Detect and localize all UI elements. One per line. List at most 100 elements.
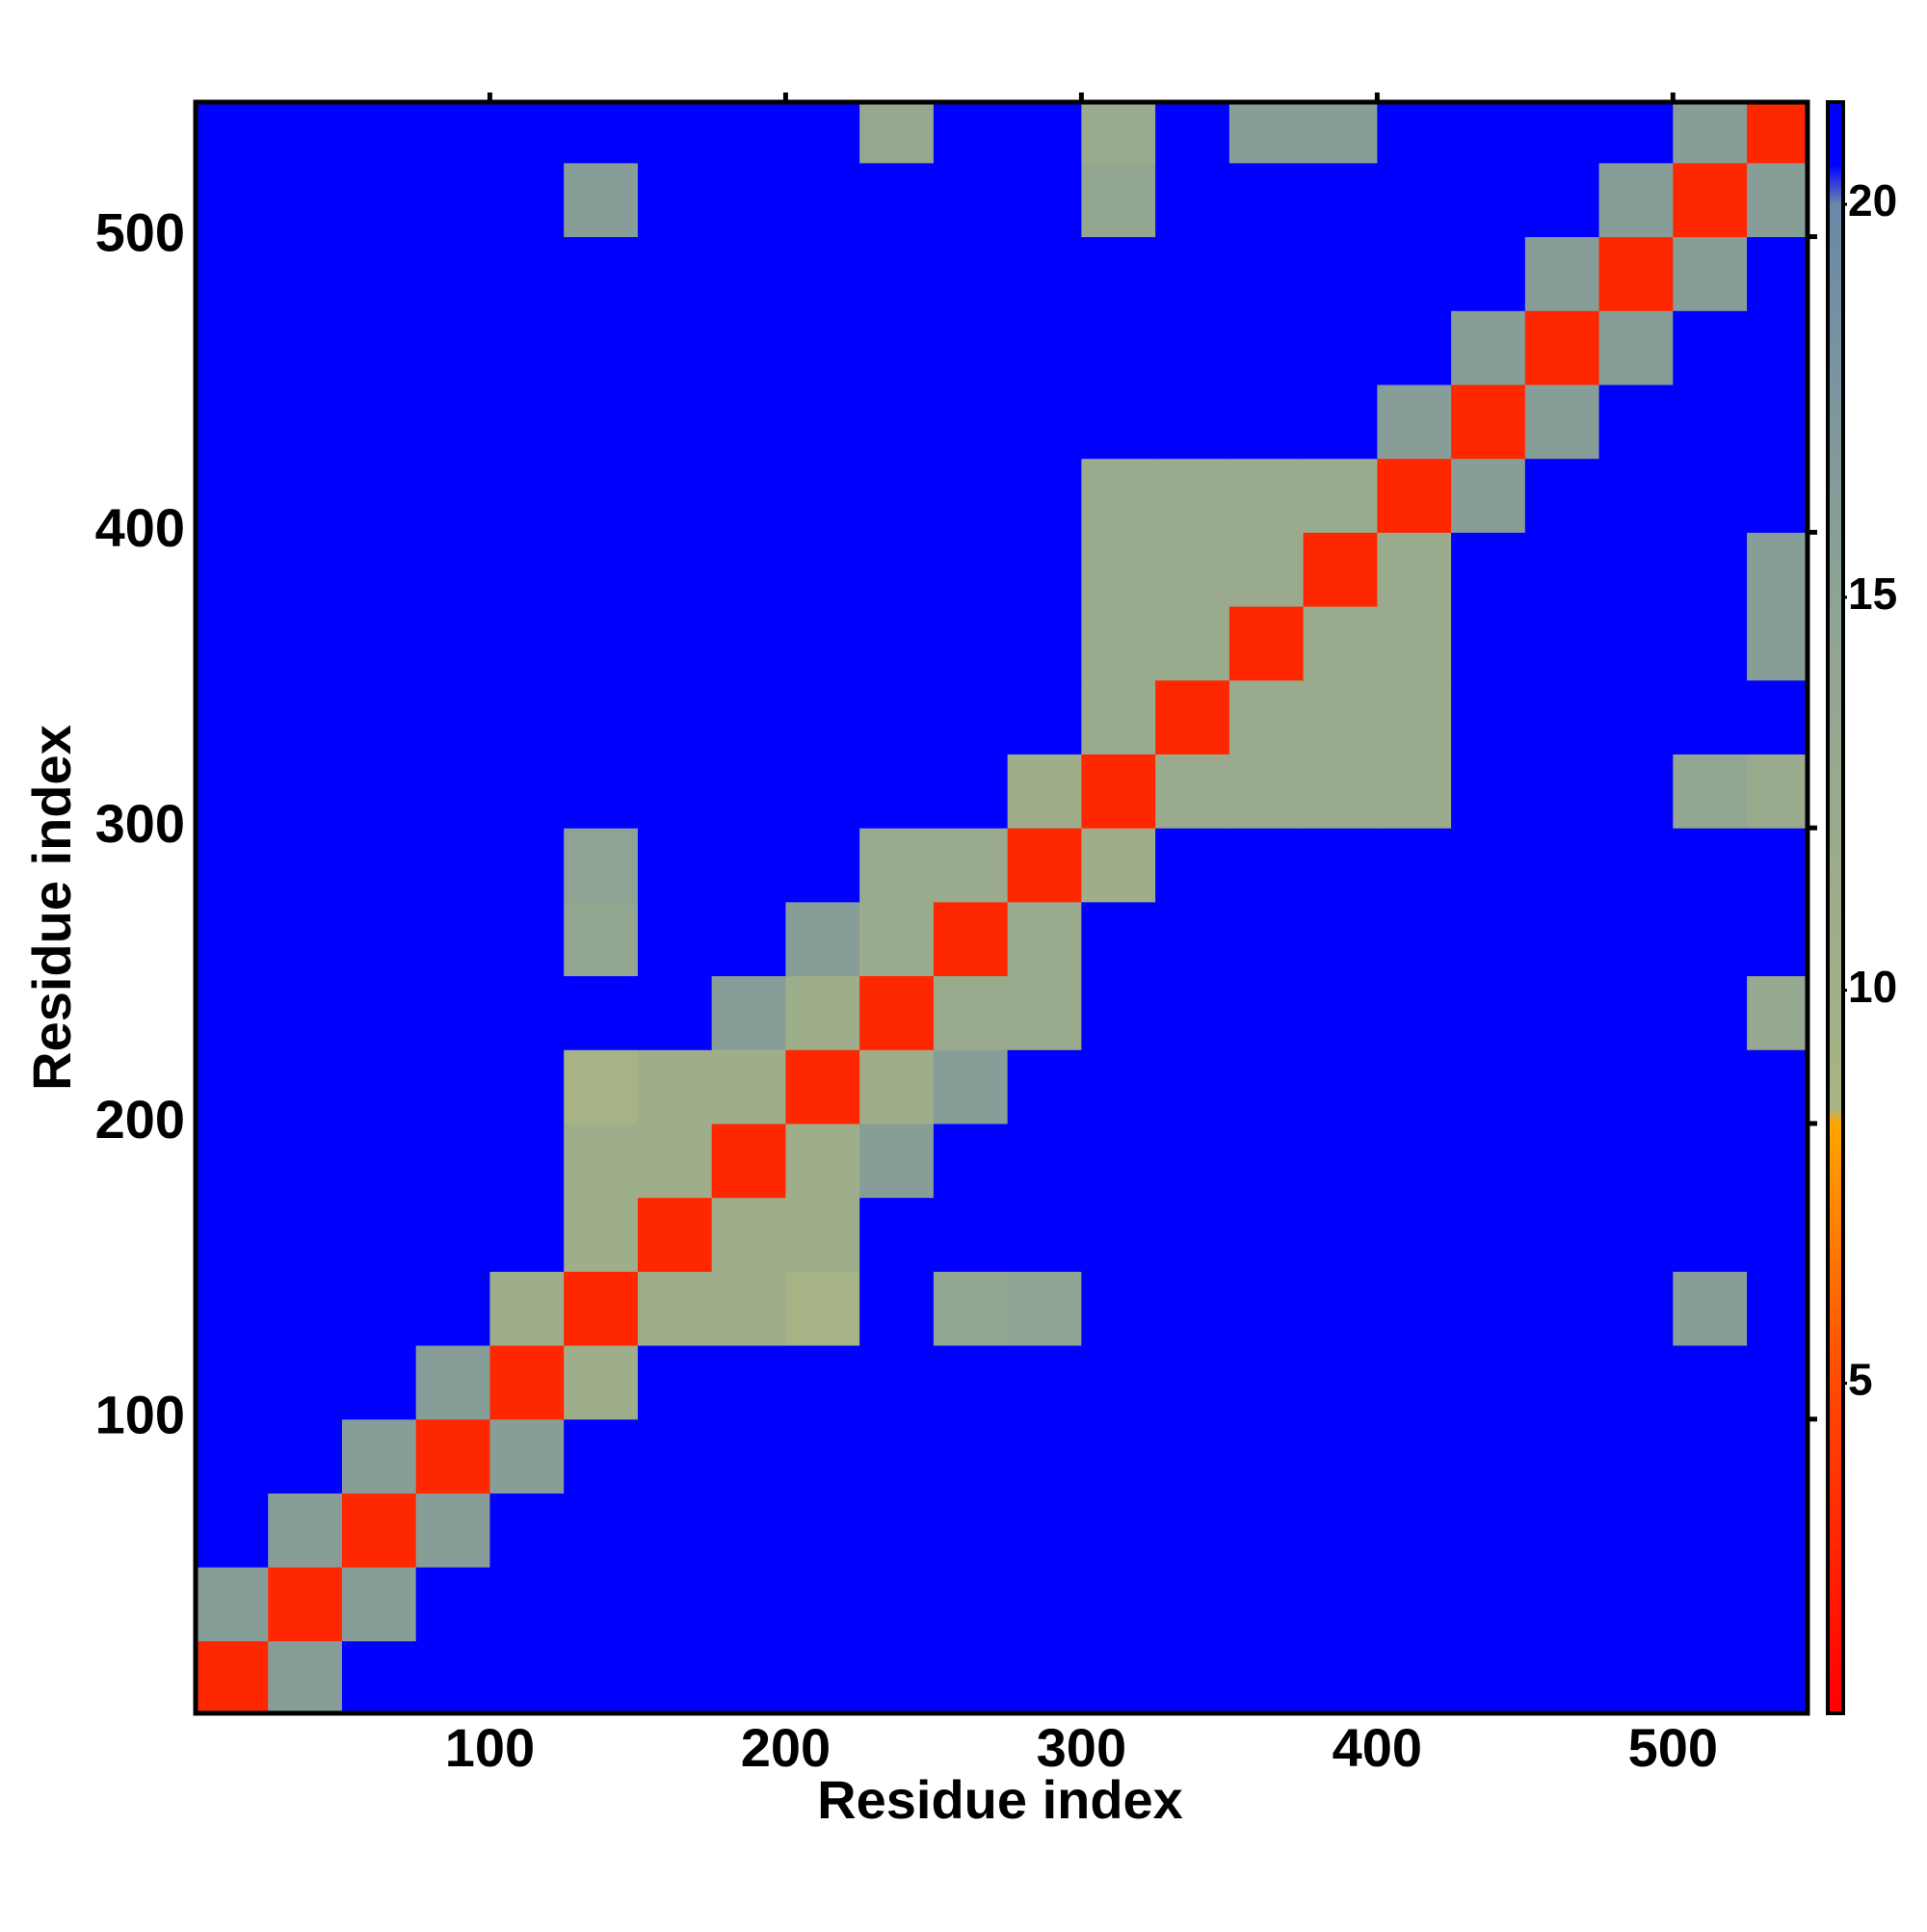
heatmap-cell: [859, 606, 935, 681]
heatmap-cell: [785, 384, 860, 460]
colorbar-tick-label: 10: [1848, 962, 1897, 1012]
heatmap-cell: [268, 1197, 343, 1272]
heatmap-cell: [268, 1418, 343, 1494]
heatmap-cell: [711, 1123, 786, 1199]
heatmap-cell: [1673, 1123, 1748, 1199]
heatmap-cell: [415, 236, 490, 311]
heatmap-cell: [1747, 1197, 1808, 1272]
heatmap-cell: [564, 1345, 639, 1420]
heatmap-cell: [1007, 901, 1082, 977]
heatmap-cell: [1228, 606, 1305, 681]
heatmap-cell: [1747, 901, 1808, 977]
heatmap-cell: [341, 901, 417, 977]
heatmap-cell: [637, 754, 713, 829]
heatmap-cell: [785, 1271, 860, 1346]
heatmap-cell: [1081, 310, 1156, 385]
heatmap-cell: [859, 532, 935, 607]
heatmap-cell: [196, 1345, 269, 1420]
heatmap-cell: [1451, 102, 1526, 164]
heatmap-cell: [1747, 606, 1808, 681]
heatmap-cell: [1451, 236, 1526, 311]
heatmap-cell: [1007, 606, 1082, 681]
heatmap-cell: [1303, 384, 1378, 460]
heatmap-cell: [637, 679, 713, 754]
heatmap-cell: [1155, 384, 1230, 460]
heatmap-cell: [1228, 532, 1305, 607]
heatmap-cell: [268, 102, 343, 164]
heatmap-cell: [1673, 679, 1748, 754]
heatmap-cell: [489, 679, 565, 754]
heatmap-cell: [489, 384, 565, 460]
heatmap-cell: [1303, 1271, 1378, 1346]
heatmap-cell: [415, 1271, 490, 1346]
heatmap-cell: [196, 1640, 269, 1713]
heatmap-cell: [341, 754, 417, 829]
heatmap-cell: [711, 1197, 786, 1272]
heatmap-cell: [1451, 754, 1526, 829]
heatmap-cell: [637, 310, 713, 385]
heatmap-cell: [933, 1567, 1009, 1642]
heatmap-cell: [933, 384, 1009, 460]
heatmap-cell: [196, 1567, 269, 1642]
heatmap-cell: [1673, 1567, 1748, 1642]
heatmap-cell: [785, 975, 860, 1050]
heatmap-cell: [711, 102, 786, 164]
heatmap-cell: [1673, 162, 1748, 238]
heatmap-cell: [1228, 901, 1305, 977]
heatmap-cell: [785, 1345, 860, 1420]
plot-frame: [193, 99, 1810, 1716]
heatmap-cell: [785, 310, 860, 385]
heatmap-cell: [637, 828, 713, 903]
heatmap-cell: [933, 1493, 1009, 1568]
heatmap-cell: [1377, 1049, 1452, 1125]
heatmap-cell: [1007, 1567, 1082, 1642]
heatmap-cell: [1007, 1345, 1082, 1420]
heatmap-cell: [489, 1271, 565, 1346]
heatmap-cell: [564, 606, 639, 681]
heatmap-cell: [489, 236, 565, 311]
heatmap-cell: [1303, 1567, 1378, 1642]
heatmap-cell: [1228, 1197, 1305, 1272]
heatmap-cell: [1007, 310, 1082, 385]
heatmap-cell: [341, 384, 417, 460]
heatmap-cell: [933, 1345, 1009, 1420]
heatmap-cell: [489, 828, 565, 903]
heatmap-cell: [341, 532, 417, 607]
heatmap-cell: [1524, 828, 1600, 903]
heatmap-cell: [1673, 1345, 1748, 1420]
heatmap-cell: [1303, 1049, 1378, 1125]
heatmap-cell: [1155, 1493, 1230, 1568]
heatmap-cell: [489, 901, 565, 977]
heatmap-cell: [196, 828, 269, 903]
heatmap-cell: [341, 1567, 417, 1642]
heatmap-cell: [1747, 1640, 1808, 1713]
heatmap-cell: [785, 828, 860, 903]
heatmap-cell: [415, 1418, 490, 1494]
heatmap-cell: [564, 1271, 639, 1346]
heatmap-cell: [711, 532, 786, 607]
heatmap-cell: [785, 236, 860, 311]
heatmap-cell: [196, 754, 269, 829]
heatmap-cell: [637, 1197, 713, 1272]
heatmap-cell: [1081, 1418, 1156, 1494]
heatmap-cell: [489, 458, 565, 533]
heatmap-cell: [933, 236, 1009, 311]
heatmap-cell: [268, 162, 343, 238]
heatmap-cell: [268, 1345, 343, 1420]
heatmap-cell: [1524, 754, 1600, 829]
heatmap-cell: [637, 1493, 713, 1568]
heatmap-cell: [196, 162, 269, 238]
heatmap-cell: [711, 606, 786, 681]
heatmap-cell: [1673, 975, 1748, 1050]
heatmap-cell: [1081, 532, 1156, 607]
heatmap-cell: [785, 1418, 860, 1494]
heatmap-cell: [637, 901, 713, 977]
heatmap-cell: [859, 679, 935, 754]
heatmap-cell: [1007, 1418, 1082, 1494]
heatmap-cell: [933, 310, 1009, 385]
heatmap-cell: [268, 236, 343, 311]
heatmap-cell: [564, 236, 639, 311]
heatmap-cell: [785, 532, 860, 607]
x-tick-label: 300: [1037, 1717, 1126, 1778]
heatmap-cell: [1673, 384, 1748, 460]
